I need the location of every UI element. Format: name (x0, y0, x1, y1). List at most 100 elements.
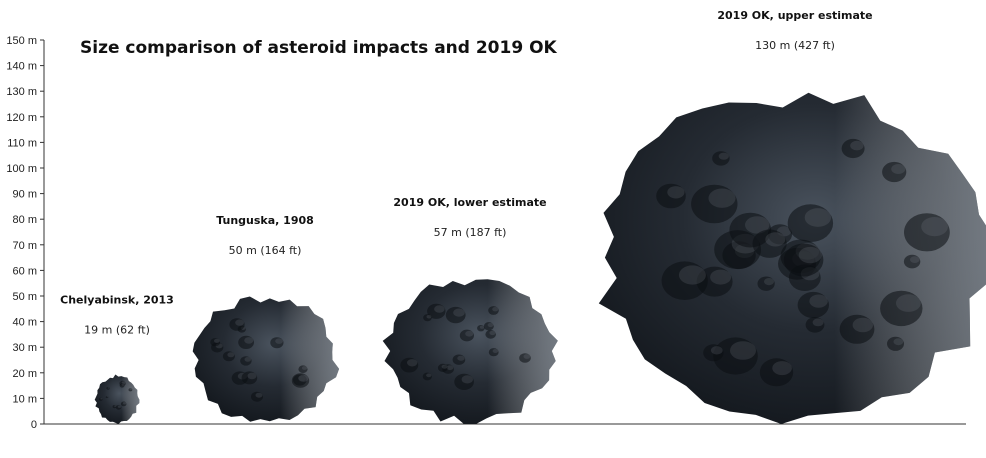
crater (903, 254, 921, 269)
y-tick-label: 100 m (6, 163, 37, 175)
crater (445, 306, 466, 324)
crater-highlight (298, 374, 309, 382)
crater (797, 291, 829, 319)
crater (483, 322, 494, 331)
crater (291, 373, 310, 388)
crater (112, 405, 117, 409)
crater-highlight (100, 397, 103, 400)
crater-highlight (461, 375, 473, 384)
crater-highlight (896, 294, 921, 312)
crater (488, 306, 499, 315)
y-tick-label: 50 m (13, 291, 37, 303)
crater (452, 354, 466, 365)
crater (119, 383, 125, 388)
crater-highlight (214, 338, 220, 343)
y-tick-label: 30 m (13, 342, 37, 354)
asteroid-size-label: 50 m (164 ft) (229, 244, 302, 257)
crater-highlight (106, 396, 109, 398)
y-tick-label: 40 m (13, 317, 37, 329)
crater (454, 373, 474, 390)
crater-highlight (121, 381, 126, 384)
crater (519, 353, 531, 363)
crater (488, 348, 499, 357)
crater-highlight (426, 373, 432, 378)
crater (485, 329, 497, 339)
crater (437, 363, 448, 372)
crater-highlight (812, 318, 824, 327)
crater-highlight (465, 330, 474, 337)
crater-highlight (910, 256, 920, 263)
asteroid-name-label: Chelyabinsk, 2013 (60, 293, 174, 306)
crater (783, 243, 824, 277)
crater-highlight (446, 365, 454, 371)
crater (298, 365, 308, 374)
crater (422, 372, 432, 381)
crater-highlight (235, 319, 245, 326)
crater (805, 317, 825, 333)
crater (757, 276, 775, 291)
crater-highlight (891, 164, 906, 174)
crater-highlight (798, 246, 822, 264)
crater (128, 388, 133, 392)
crater-highlight (764, 278, 774, 286)
crater (759, 358, 794, 387)
crater-highlight (804, 208, 832, 227)
crater-highlight (710, 346, 723, 355)
crater-highlight (453, 308, 465, 317)
y-tick-label: 150 m (6, 35, 37, 47)
asteroid-size-label: 57 m (187 ft) (434, 226, 507, 239)
crater (459, 329, 474, 342)
crater-highlight (114, 405, 117, 407)
crater (787, 204, 834, 243)
crater-highlight (129, 388, 133, 391)
asteroid-name-label: Tunguska, 1908 (216, 214, 314, 227)
crater-highlight (275, 338, 283, 344)
asteroid-rim-light (192, 296, 340, 422)
crater-highlight (489, 330, 496, 336)
chart-title: Size comparison of asteroid impacts and … (80, 38, 558, 58)
asteroid-rim-light (94, 374, 140, 424)
crater (241, 371, 258, 385)
crater-highlight (123, 402, 127, 405)
y-tick-label: 120 m (6, 112, 37, 124)
crater-highlight (523, 354, 531, 359)
crater (105, 396, 109, 399)
crater-highlight (487, 322, 494, 328)
crater-highlight (678, 265, 706, 285)
crater (222, 351, 235, 362)
crater (841, 138, 865, 159)
asteroid-rock (94, 374, 140, 424)
crater-highlight (107, 387, 110, 389)
crater-highlight (492, 307, 499, 312)
crater-highlight (765, 232, 786, 247)
crater (703, 344, 724, 362)
crater-highlight (718, 152, 729, 160)
crater-highlight (710, 269, 732, 285)
crater-highlight (852, 317, 873, 333)
crater (106, 386, 110, 390)
crater-highlight (745, 216, 770, 234)
crater (229, 318, 245, 331)
crater-highlight (921, 217, 948, 237)
crater (251, 391, 263, 402)
crater (477, 325, 485, 332)
asteroids (94, 92, 986, 424)
y-axis: 0 10 m 20 m 30 m 40 m 50 m 60 m 70 m 80 m 90 m 100… (6, 35, 966, 431)
crater-highlight (301, 366, 308, 370)
crater-highlight (117, 405, 122, 408)
y-tick-label: 20 m (13, 368, 37, 380)
crater-highlight (457, 355, 465, 361)
asteroid-size-label: 130 m (427 ft) (755, 39, 835, 52)
crater (99, 397, 103, 401)
crater (240, 356, 252, 366)
y-tick-label: 60 m (13, 265, 37, 277)
asteroid-rim-light (382, 279, 558, 424)
asteroid-rock (598, 92, 986, 424)
y-tick-label: 140 m (6, 61, 37, 73)
crater-highlight (407, 359, 418, 367)
crater (270, 337, 284, 349)
crater-highlight (850, 140, 864, 151)
crater (120, 401, 127, 407)
y-tick-label: 90 m (13, 189, 37, 201)
crater-highlight (772, 361, 792, 376)
